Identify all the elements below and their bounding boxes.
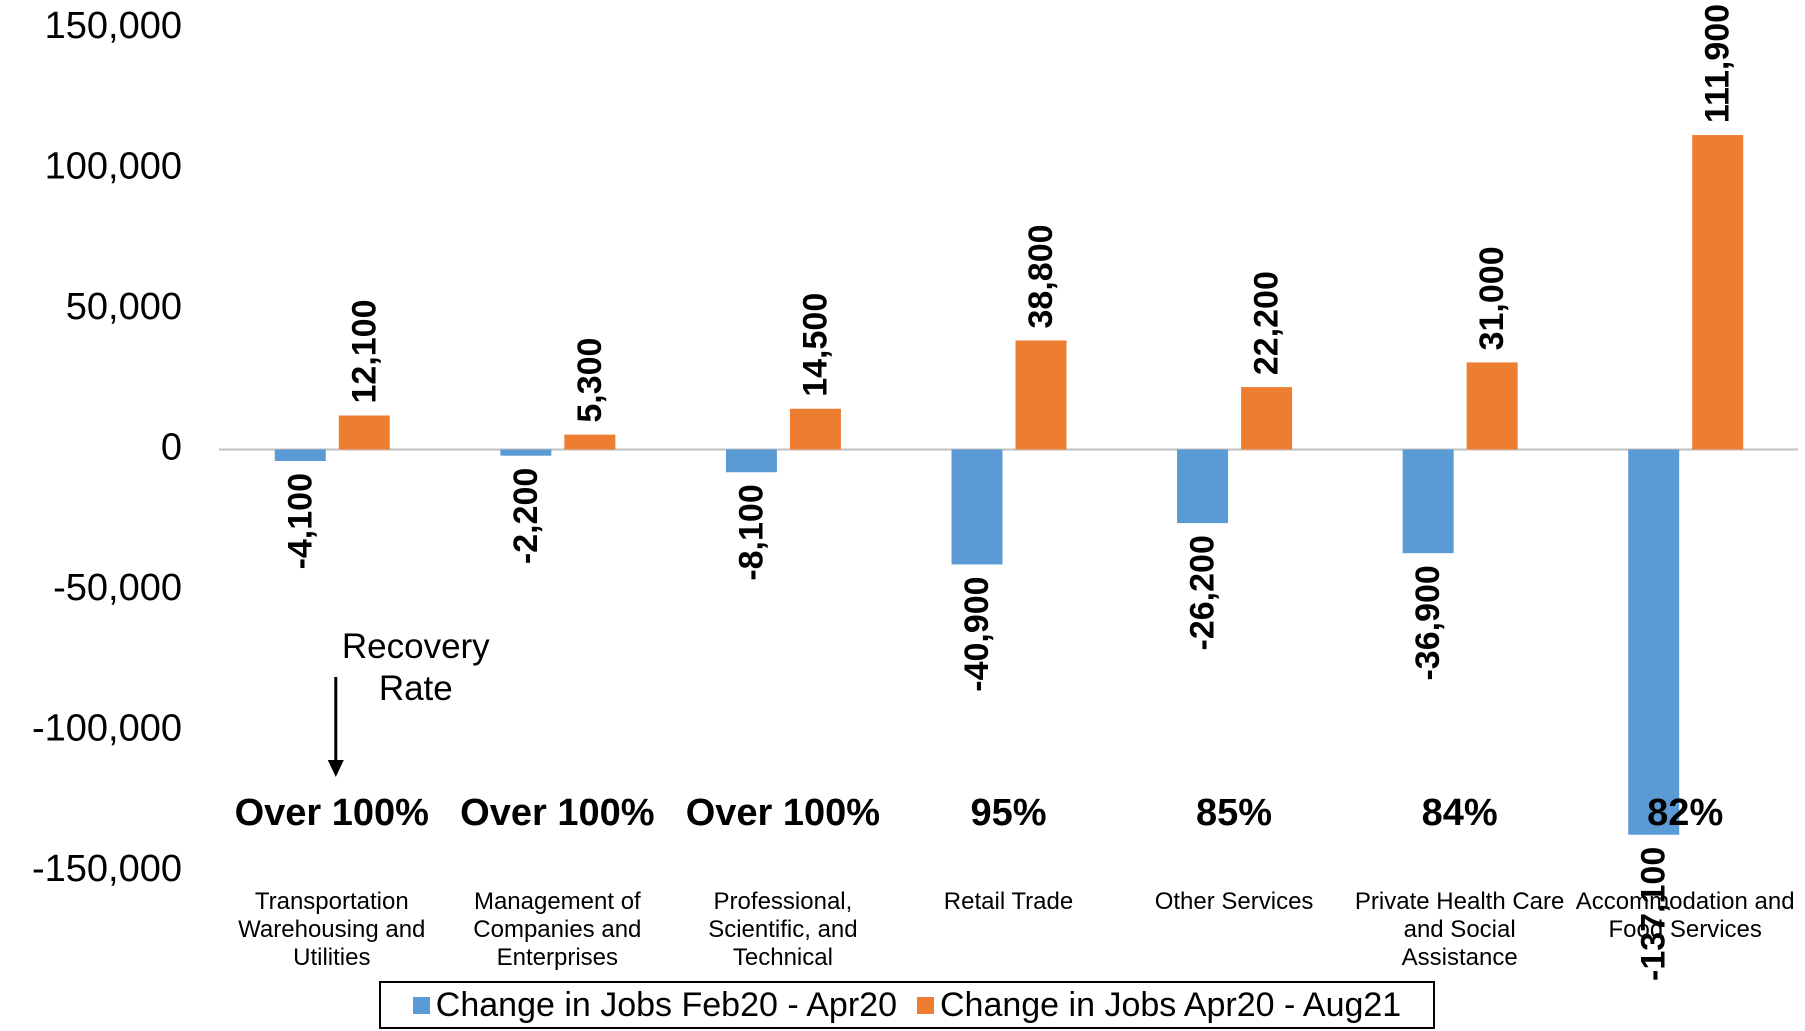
bar: [1241, 387, 1293, 450]
value-label: 111,900: [1699, 4, 1737, 123]
value-label: 31,000: [1473, 246, 1511, 350]
bar: [1692, 135, 1744, 450]
legend-label: Change in Jobs Feb20 - Apr20: [435, 985, 897, 1024]
recovery-rate: Over 100%: [234, 792, 429, 834]
x-tick-label: Retail Trade: [943, 888, 1074, 915]
legend-label: Change in Jobs Apr20 - Aug21: [939, 985, 1402, 1024]
y-tick-label: 100,000: [45, 146, 182, 188]
bar: [951, 449, 1003, 565]
value-label: -4,100: [281, 473, 319, 569]
bar: [500, 449, 552, 456]
value-label: -2,200: [507, 468, 545, 564]
value-label: -36,900: [1409, 565, 1447, 680]
x-tick-label: Private Health Care and Social Assistanc…: [1354, 888, 1565, 971]
x-tick-label: Management of Companies and Enterprises: [473, 888, 642, 971]
bar: [274, 449, 326, 462]
bar: [564, 434, 616, 450]
legend-swatch: [916, 996, 934, 1014]
y-tick-label: 150,000: [45, 5, 182, 47]
y-tick-label: 0: [161, 427, 182, 469]
bar: [1402, 449, 1454, 554]
arrow-head: [327, 760, 344, 777]
recovery-rate: Over 100%: [685, 792, 881, 834]
bar: [1015, 340, 1067, 450]
y-tick-label: -50,000: [53, 567, 182, 609]
value-label: 5,300: [571, 338, 609, 423]
value-label: -137,100: [1635, 847, 1673, 981]
recovery-rate: 82%: [1647, 792, 1724, 834]
value-label: -8,100: [732, 484, 770, 580]
legend-item: Change in Jobs Feb20 - Apr20: [412, 985, 897, 1025]
legend-swatch: [412, 996, 430, 1014]
legend: Change in Jobs Feb20 - Apr20 Change in Jo…: [379, 981, 1435, 1029]
bar: [789, 408, 841, 450]
value-label: 22,200: [1248, 271, 1286, 375]
value-label: 38,800: [1022, 224, 1060, 328]
y-tick-label: -100,000: [32, 708, 182, 750]
bar: [1177, 449, 1229, 524]
bar: [338, 415, 390, 450]
bar: [1466, 362, 1518, 450]
x-tick-label: Accommodation and Food Services: [1575, 888, 1795, 943]
recovery-rate: 84%: [1421, 792, 1498, 834]
bar: [725, 449, 777, 473]
value-label: -40,900: [958, 576, 996, 691]
recovery-rate: 85%: [1196, 792, 1273, 834]
recovery-rate: Over 100%: [460, 792, 655, 834]
legend-item: Change in Jobs Apr20 - Aug21: [916, 985, 1402, 1025]
bar: [1628, 449, 1680, 835]
y-tick-label: -150,000: [32, 848, 182, 890]
y-tick-label: 50,000: [66, 286, 182, 328]
x-tick-label: Other Services: [1154, 888, 1314, 915]
value-label: 14,500: [796, 293, 834, 397]
annotation: Recovery Rate: [341, 627, 490, 708]
recovery-rate: 95%: [970, 792, 1047, 834]
value-label: 12,100: [345, 299, 383, 403]
x-tick-label: Transportation Warehousing and Utilities: [238, 888, 426, 971]
value-label: -26,200: [1184, 535, 1222, 650]
x-tick-label: Professional, Scientific, and Technical: [708, 888, 858, 971]
